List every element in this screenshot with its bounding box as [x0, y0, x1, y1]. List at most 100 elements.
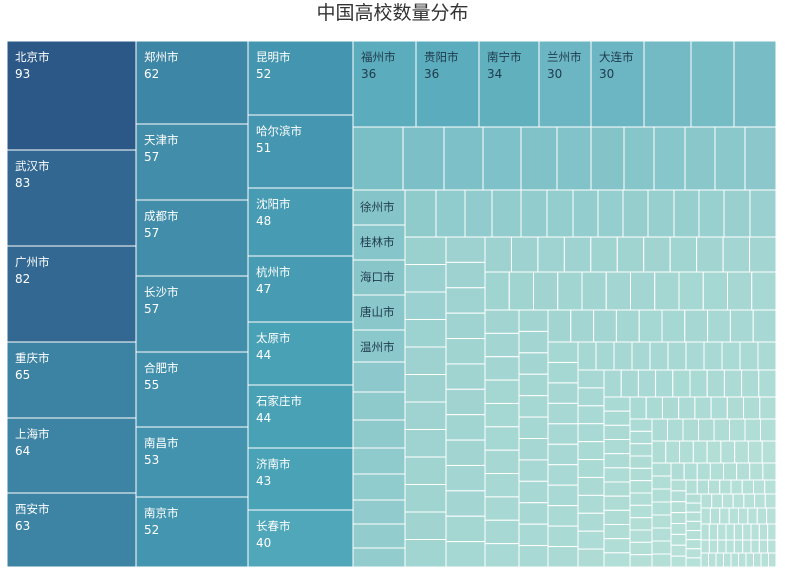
treemap-cell-unlabeled — [669, 236, 698, 273]
treemap-cell-unlabeled — [603, 410, 631, 426]
treemap-cell-unlabeled — [643, 236, 671, 273]
treemap-cell-unlabeled — [708, 479, 721, 495]
treemap-cell-unlabeled — [629, 541, 653, 556]
cell-label: 郑州市 — [144, 50, 179, 64]
cell-value: 48 — [256, 214, 271, 228]
treemap-cell-unlabeled — [651, 488, 672, 503]
treemap-cell-unlabeled — [708, 523, 719, 541]
treemap-cell-unlabeled — [700, 507, 711, 525]
cell-label: 沈阳市 — [256, 197, 291, 211]
treemap-cell-unlabeled — [700, 552, 709, 567]
treemap-cell-unlabeled — [719, 479, 732, 495]
treemap-cell-unlabeled — [404, 539, 447, 567]
treemap-cell-unlabeled — [741, 369, 760, 398]
cell-value: 83 — [15, 176, 30, 190]
treemap-cell-unlabeled — [484, 332, 520, 358]
treemap-cell-unlabeled — [727, 271, 753, 311]
treemap-cell-unlabeled — [768, 552, 776, 567]
treemap-cell-unlabeled — [533, 271, 559, 311]
treemap-cell-unlabeled — [484, 236, 512, 273]
treemap-cell-unlabeled — [767, 523, 776, 541]
treemap-cell-unlabeled — [738, 552, 747, 567]
treemap-cell-unlabeled — [758, 369, 776, 398]
treemap-cell-unlabeled — [753, 479, 766, 495]
cell-label: 石家庄市 — [256, 394, 302, 408]
treemap-cell-unlabeled — [689, 369, 708, 398]
treemap-cell-unlabeled — [752, 309, 776, 343]
cell-label: 西安市 — [15, 502, 50, 516]
cell-value: 40 — [256, 536, 271, 550]
treemap-cell-unlabeled — [651, 501, 672, 516]
treemap-cell-unlabeled — [721, 493, 734, 509]
treemap-cell-unlabeled — [352, 547, 406, 567]
treemap-cell-unlabeled — [764, 493, 776, 509]
treemap-cell-unlabeled — [683, 462, 698, 481]
treemap-cell-unlabeled — [719, 507, 730, 525]
treemap-cell-unlabeled — [577, 423, 605, 443]
treemap-cell-unlabeled — [670, 512, 687, 524]
treemap-cell-unlabeled — [667, 341, 687, 371]
treemap-cell-unlabeled — [760, 552, 769, 567]
treemap-cell-unlabeled — [482, 126, 522, 191]
treemap-cell-unlabeled — [736, 462, 751, 481]
treemap-cell-unlabeled — [445, 464, 486, 492]
treemap-cell-unlabeled — [722, 236, 751, 273]
treemap-cell-unlabeled — [629, 480, 653, 494]
treemap-cell-unlabeled — [670, 479, 687, 492]
treemap-cell-unlabeled — [685, 548, 702, 559]
treemap-cell-12 — [135, 496, 249, 567]
treemap-cell-unlabeled — [645, 396, 663, 420]
treemap-cell-unlabeled — [484, 402, 520, 428]
treemap-cell-unlabeled — [733, 539, 744, 554]
cell-label: 徐州市 — [360, 200, 395, 214]
treemap-cell-unlabeled — [729, 418, 746, 442]
chart-title: 中国高校数量分布 — [316, 2, 469, 24]
treemap-cell-unlabeled — [547, 309, 572, 343]
treemap-cell-unlabeled — [484, 473, 520, 498]
treemap-cell-unlabeled — [651, 553, 672, 567]
treemap-cell-unlabeled — [685, 557, 702, 567]
treemap-cell-unlabeled — [708, 539, 719, 554]
treemap-cell-unlabeled — [518, 330, 549, 354]
treemap-cell-unlabeled — [629, 517, 653, 531]
treemap-cell-unlabeled — [700, 523, 710, 541]
treemap-cell-unlabeled — [767, 539, 776, 554]
treemap-cell-named-1 — [352, 224, 406, 261]
treemap-cell-unlabeled — [616, 236, 645, 273]
cell-value: 57 — [144, 302, 159, 316]
treemap-cell-unlabeled — [651, 418, 668, 442]
treemap-cell-unlabeled — [445, 363, 486, 390]
cell-value: 52 — [256, 67, 271, 81]
treemap-cell-unlabeled — [758, 523, 769, 541]
treemap-cell-unlabeled — [734, 440, 749, 464]
treemap-cell-unlabeled — [404, 236, 447, 265]
cell-label: 合肥市 — [144, 361, 179, 375]
cell-value: 57 — [144, 226, 159, 240]
treemap-cell-unlabeled — [404, 346, 447, 375]
treemap-cell-unlabeled — [603, 453, 631, 469]
treemap-cell-unlabeled — [707, 309, 731, 343]
treemap-cell-unlabeled — [510, 236, 539, 273]
treemap-cell-unlabeled — [696, 236, 724, 273]
treemap-cell-unlabeled — [572, 189, 599, 238]
cell-value: 53 — [144, 453, 159, 467]
treemap-cell-unlabeled — [685, 511, 702, 522]
cell-label: 长春市 — [256, 519, 291, 533]
treemap-cell-unlabeled — [603, 439, 631, 455]
treemap-cell-unlabeled — [629, 443, 653, 457]
treemap-cell-unlabeled — [710, 396, 728, 420]
treemap-cell-unlabeled — [352, 361, 406, 393]
treemap-cell-unlabeled — [577, 441, 605, 461]
treemap-cell-unlabeled — [670, 533, 687, 546]
treemap-cell-unlabeled — [404, 429, 447, 458]
treemap-cell-unlabeled — [637, 369, 657, 398]
treemap-cell-unlabeled — [750, 539, 760, 554]
treemap-cell-unlabeled — [706, 440, 722, 464]
cell-value: 63 — [15, 519, 30, 533]
treemap-cell-unlabeled — [629, 455, 653, 469]
treemap-cell-unlabeled — [577, 341, 597, 371]
cell-label: 杭州市 — [256, 265, 291, 279]
treemap-cell-unlabeled — [404, 319, 447, 348]
treemap-cell-unlabeled — [484, 543, 520, 567]
treemap-cell-unlabeled — [733, 523, 744, 541]
